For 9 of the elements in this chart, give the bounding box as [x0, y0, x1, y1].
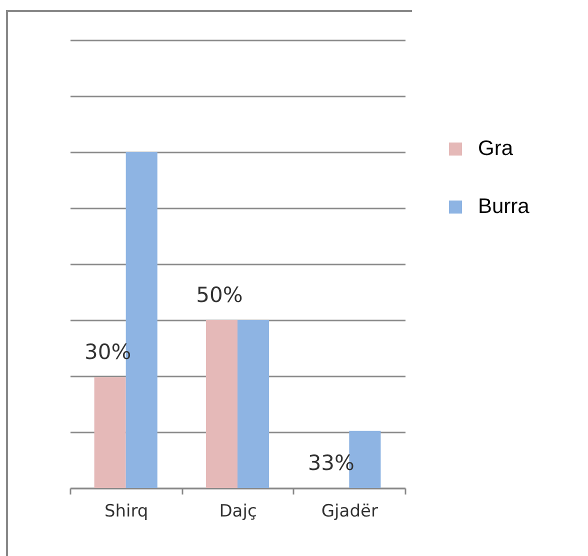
legend-label: Burra	[478, 195, 530, 218]
x-tick-label: Dajç	[219, 502, 257, 522]
legend-label: Gra	[478, 137, 514, 160]
bar	[206, 320, 238, 488]
bar	[94, 377, 126, 488]
annotation: 50%	[196, 283, 243, 307]
x-tick-label: Shirq	[104, 502, 148, 522]
bar	[238, 320, 270, 488]
x-tick-label: Gjadër	[321, 502, 378, 522]
